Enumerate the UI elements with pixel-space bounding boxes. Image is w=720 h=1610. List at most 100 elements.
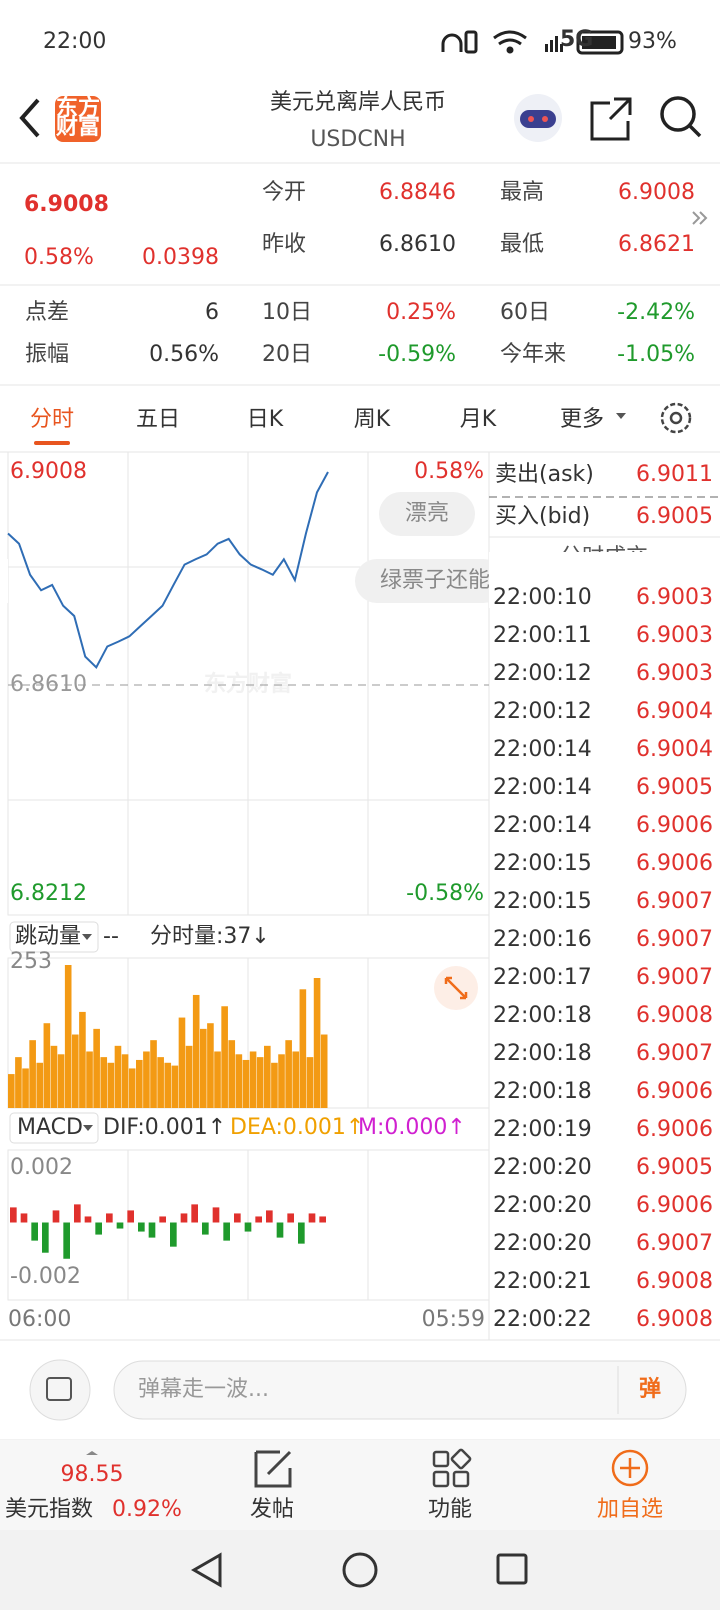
trade-time: 22:00:15 — [493, 889, 592, 914]
tab[interactable]: 更多 — [560, 407, 604, 432]
ask: 6.9011 — [636, 462, 713, 487]
title: 美元兑离岸人民币 — [270, 90, 446, 115]
trade-price: 6.9004 — [636, 737, 713, 762]
trade-price: 6.9005 — [636, 775, 713, 800]
macd-bar — [95, 1222, 102, 1235]
stat-label: 点差 — [25, 300, 69, 325]
pill-text: 漂亮 — [405, 501, 449, 526]
more-arrow[interactable] — [692, 211, 708, 225]
volume-bar — [214, 1051, 221, 1108]
macd-bar — [191, 1204, 198, 1223]
volume-bar — [192, 994, 200, 1108]
price: 6.9008 — [24, 192, 109, 217]
volume-bar — [143, 1051, 150, 1108]
stat-label: 最高 — [500, 180, 544, 205]
robot-icon[interactable] — [514, 94, 562, 142]
trade-time: 22:00:20 — [493, 1193, 592, 1218]
macd-bar — [244, 1222, 252, 1232]
nav-item[interactable]: 加自选 — [597, 1497, 663, 1522]
selector-box[interactable] — [9, 1112, 99, 1144]
settings-button[interactable] — [660, 402, 692, 434]
macd-bar — [170, 1222, 177, 1247]
mask — [0, 559, 8, 603]
tab[interactable]: 月K — [460, 407, 497, 432]
subtitle: USDCNH — [310, 127, 405, 152]
trade-price: 6.9007 — [636, 1231, 713, 1256]
macd-tick-label: 0.002 — [10, 1155, 73, 1180]
time-end: 05:59 — [422, 1307, 485, 1332]
volume-bar — [171, 1065, 179, 1108]
post-icon — [254, 1450, 292, 1488]
trade-price: 6.9003 — [636, 623, 713, 648]
network: 5G — [560, 27, 593, 52]
trade-price: 6.9004 — [636, 699, 713, 724]
nav-item[interactable]: 功能 — [428, 1497, 472, 1522]
volume-bar — [107, 1062, 115, 1108]
dif: DIF:0.001↑ — [103, 1115, 226, 1140]
nav-item[interactable]: 发帖 — [250, 1497, 294, 1522]
trade-price: 6.9008 — [636, 1307, 713, 1332]
search-button[interactable] — [660, 96, 702, 138]
stat-label: 60日 — [500, 300, 550, 325]
stat-value: 6.8846 — [379, 180, 456, 205]
status-icons — [441, 30, 624, 55]
macd-bar — [42, 1222, 49, 1253]
layout — [0, 162, 720, 1441]
macd-bar — [212, 1207, 220, 1223]
stat-value: 6.8610 — [379, 232, 456, 257]
volume-bar — [36, 1062, 44, 1108]
price-tick-label: 6.9008 — [10, 459, 87, 484]
volume-bar — [200, 1028, 207, 1108]
volume-bar — [57, 1054, 65, 1108]
stat-value: -0.59% — [378, 342, 456, 367]
trade-time: 22:00:11 — [493, 623, 592, 648]
macd-bar — [10, 1207, 17, 1223]
trade-price: 6.9008 — [636, 1269, 713, 1294]
volume-bar — [242, 1059, 250, 1108]
add-icon — [611, 1449, 649, 1487]
nav-recent[interactable] — [496, 1553, 528, 1585]
tab[interactable]: 周K — [354, 407, 391, 432]
bottom-bar — [0, 1440, 720, 1530]
volume-bar — [121, 1054, 129, 1108]
logo-text: 财富 — [56, 114, 100, 140]
status-time: 22:00 — [43, 29, 106, 54]
macd-bar — [127, 1210, 134, 1223]
pill[interactable] — [355, 559, 505, 603]
volume-bar — [15, 1057, 22, 1108]
tab[interactable]: 五日 — [136, 407, 180, 432]
nav-home[interactable] — [342, 1552, 378, 1588]
tab[interactable]: 日K — [247, 407, 284, 432]
comment-button[interactable]: 弹 — [639, 1377, 661, 1402]
mask — [489, 552, 720, 608]
tab[interactable]: 分时 — [30, 407, 74, 432]
macd-bar — [319, 1216, 326, 1223]
volume-bar — [8, 1074, 15, 1108]
macd-bar — [31, 1222, 38, 1241]
selector-box[interactable] — [9, 921, 99, 953]
macd-bar — [234, 1213, 241, 1223]
comment-settings[interactable] — [29, 1359, 91, 1421]
macd-bar — [20, 1213, 28, 1223]
comment-input[interactable] — [113, 1360, 687, 1420]
volume-bar — [185, 1045, 193, 1108]
watermark: 东方财富 — [204, 671, 292, 697]
nav-back[interactable] — [190, 1552, 222, 1588]
macd-bar — [276, 1222, 284, 1238]
stat-label: 今年来 — [500, 342, 566, 367]
pct-label: -0.58% — [406, 881, 484, 906]
pill[interactable] — [379, 492, 475, 536]
volume-selector[interactable]: 跳动量 — [15, 924, 81, 949]
stat-value: 6.9008 — [618, 180, 695, 205]
stat-value: 6 — [205, 300, 219, 325]
index-value: 98.55 — [61, 1462, 124, 1487]
share-button[interactable] — [590, 97, 632, 141]
trade-time: 22:00:20 — [493, 1231, 592, 1256]
macd-tick-label: -0.002 — [10, 1264, 81, 1289]
expand-button[interactable] — [434, 966, 478, 1010]
back-button[interactable] — [19, 98, 40, 138]
trade-price: 6.9005 — [636, 1155, 713, 1180]
volume-bar — [79, 1011, 86, 1108]
macd-selector[interactable]: MACD — [17, 1115, 83, 1140]
